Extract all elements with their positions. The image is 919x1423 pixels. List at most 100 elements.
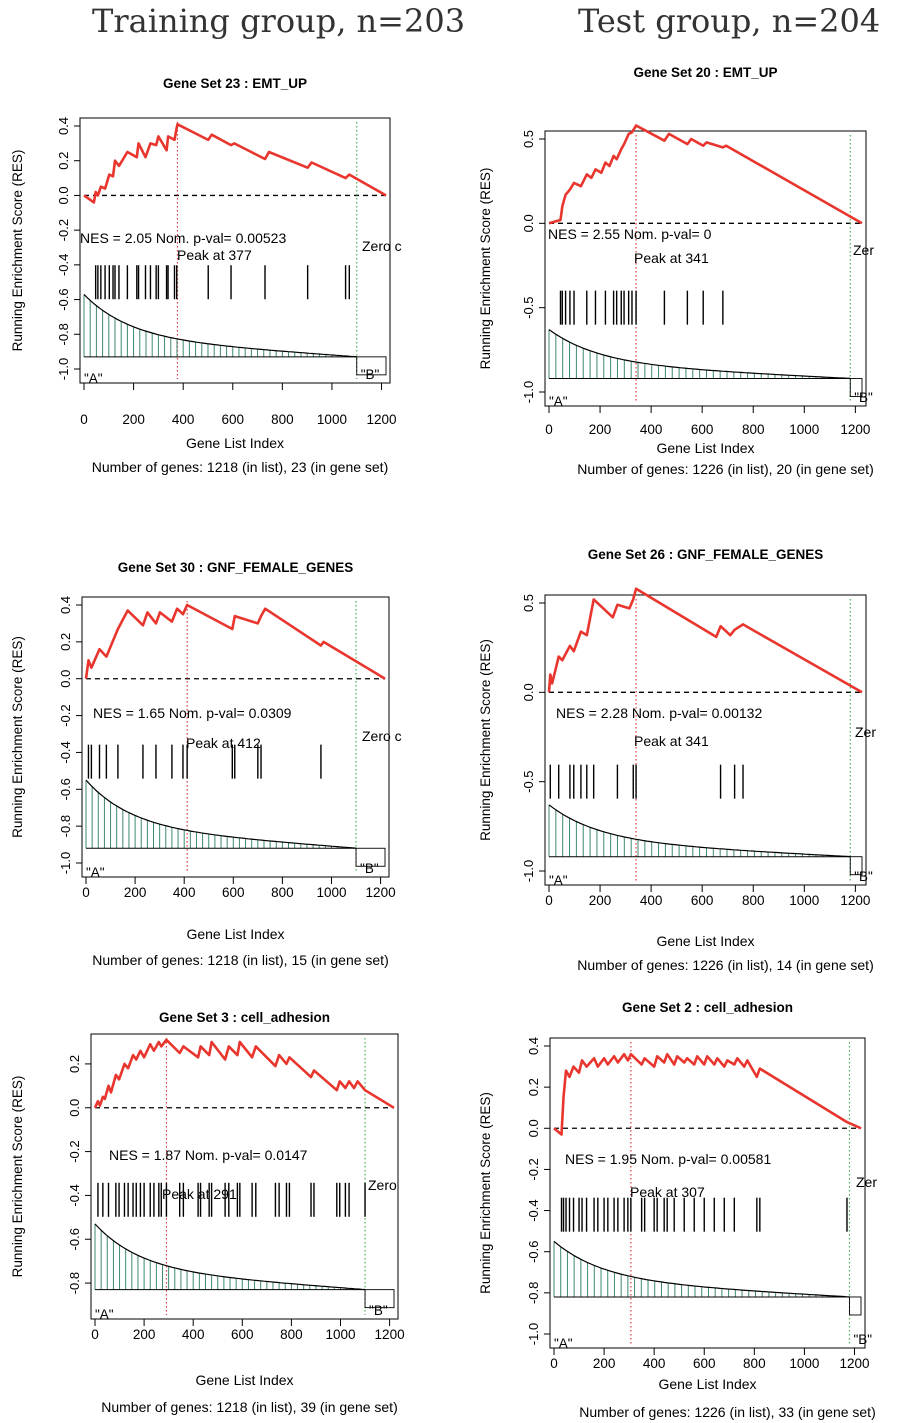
y-axis-label: Running Enrichment Score (RES) — [10, 1076, 25, 1278]
x-tick-label: 200 — [133, 1327, 156, 1342]
x-tick-label: 1000 — [325, 1327, 355, 1342]
label-b: "B" — [854, 869, 873, 884]
gsea-panel-1: Gene Set 23 : EMT_UP -1.0 -0.8 -0.6 -0.4 -0.2… — [0, 68, 425, 488]
y-tick-label: -1.0 — [526, 1323, 541, 1345]
gene-count-footer: Number of genes: 1218 (in list), 15 (in … — [92, 952, 389, 968]
y-tick-label: -0.2 — [526, 1158, 541, 1180]
label-b: "B" — [360, 861, 379, 876]
zero-crossing-label: Zero c — [362, 728, 402, 744]
y-tick-label: -1.0 — [521, 381, 536, 403]
gsea-plot-svg: Gene Set 20 : EMT_UP -1.0 -0.5 0.0 0.5 Runnin… — [478, 65, 874, 477]
zero-crossing-label: Zero c — [362, 238, 402, 254]
ranked-metric-curve — [85, 779, 357, 849]
gsea-panel-2: Gene Set 20 : EMT_UP -1.0 -0.5 0.0 0.5 Runnin… — [468, 60, 919, 480]
plot-title: Gene Set 2 : cell_adhesion — [622, 1000, 793, 1015]
metric-negative-tail — [356, 356, 387, 376]
running-es-curve — [93, 1038, 395, 1109]
label-b: "B" — [361, 367, 380, 382]
x-tick-label: 200 — [589, 422, 612, 437]
y-tick-label: 0.5 — [521, 594, 536, 612]
zero-crossing-label: Zer — [855, 724, 876, 740]
label-a: "A" — [84, 371, 103, 386]
label-b: "B" — [369, 1303, 388, 1318]
label-b: "B" — [853, 1332, 872, 1347]
x-tick-label: 1200 — [366, 885, 396, 900]
zero-crossing-label: Zer — [856, 1174, 877, 1190]
x-axis-label: Gene List Index — [186, 926, 284, 942]
running-es-curve — [83, 123, 387, 204]
zero-crossing-label: Zer — [853, 242, 874, 258]
gsea-plot-svg: Gene Set 2 : cell_adhesion -1.0 -0.8 -0.6 -0… — [478, 1000, 877, 1420]
nes-annotation: NES = 1.95 Nom. p-val= 0.00581 — [565, 1151, 771, 1167]
y-tick-label: 0.2 — [56, 152, 71, 170]
x-tick-label: 200 — [122, 412, 145, 427]
y-tick-label: -0.4 — [58, 741, 73, 763]
x-tick-label: 400 — [172, 412, 195, 427]
x-tick-label: 1000 — [317, 412, 347, 427]
x-tick-label: 400 — [640, 893, 663, 908]
y-tick-label: -0.6 — [526, 1241, 541, 1263]
nes-annotation: NES = 2.28 Nom. p-val= 0.00132 — [556, 705, 762, 721]
x-axis-label: Gene List Index — [186, 435, 284, 451]
y-tick-label: -1.0 — [56, 358, 71, 380]
nes-annotation: NES = 2.05 Nom. p-val= 0.00523 — [80, 230, 286, 246]
x-tick-label: 600 — [222, 412, 245, 427]
y-tick-label: 0.0 — [67, 1099, 82, 1117]
x-tick-label: 1000 — [789, 893, 819, 908]
y-tick-label: 0.0 — [56, 186, 71, 204]
ranked-metric-curve — [94, 1223, 366, 1291]
x-tick-label: 400 — [643, 1356, 666, 1371]
y-tick-label: -0.4 — [67, 1184, 82, 1206]
gene-count-footer: Number of genes: 1218 (in list), 39 (in … — [101, 1399, 398, 1415]
y-tick-label: 0.0 — [58, 670, 73, 688]
y-tick-label: -0.2 — [67, 1140, 82, 1162]
y-tick-label: -0.6 — [56, 288, 71, 310]
peak-label: Peak at 412 — [186, 735, 261, 751]
label-b: "B" — [854, 390, 873, 405]
x-tick-label: 0 — [545, 422, 553, 437]
x-tick-label: 1000 — [789, 422, 819, 437]
nes-annotation: NES = 2.55 Nom. p-val= 0 — [548, 226, 712, 242]
y-tick-label: 0.0 — [521, 214, 536, 232]
y-tick-label: -0.8 — [67, 1272, 82, 1294]
gsea-panel-3: Gene Set 30 : GNF_FEMALE_GENES -1.0 -0.8 -0… — [0, 555, 425, 975]
x-tick-label: 0 — [91, 1327, 99, 1342]
gsea-plot-svg: Gene Set 30 : GNF_FEMALE_GENES -1.0 -0.8 -0… — [10, 560, 402, 968]
plot-title: Gene Set 26 : GNF_FEMALE_GENES — [588, 547, 824, 562]
y-tick-label: -1.0 — [58, 852, 73, 874]
y-axis-label: Running Enrichment Score (RES) — [10, 636, 25, 838]
y-tick-label: 0.2 — [58, 633, 73, 651]
x-tick-label: 600 — [231, 1327, 254, 1342]
x-tick-label: 800 — [280, 1327, 303, 1342]
y-tick-label: 0.0 — [521, 683, 536, 701]
y-tick-label: -0.4 — [56, 254, 71, 276]
metric-negative-tail — [355, 847, 386, 867]
y-tick-label: 0.4 — [56, 117, 71, 135]
x-tick-label: 600 — [691, 893, 714, 908]
x-axis-label: Gene List Index — [656, 933, 754, 949]
x-tick-label: 1200 — [375, 1327, 405, 1342]
running-es-curve — [553, 1052, 862, 1136]
gsea-plot-svg: Gene Set 3 : cell_adhesion -0.8 -0.6 -0.4 -0… — [10, 1010, 405, 1415]
x-tick-label: 400 — [640, 422, 663, 437]
ranked-metric-curve — [83, 293, 357, 358]
zero-crossing-label: Zero — [368, 1177, 397, 1193]
plot-title: Gene Set 3 : cell_adhesion — [159, 1010, 330, 1025]
y-tick-label: -0.4 — [526, 1199, 541, 1221]
plot-title: Gene Set 23 : EMT_UP — [163, 76, 307, 91]
x-axis-label: Gene List Index — [195, 1372, 293, 1388]
y-tick-label: -0.8 — [56, 323, 71, 345]
y-axis-label: Running Enrichment Score (RES) — [478, 1092, 493, 1294]
gsea-panel-5: Gene Set 3 : cell_adhesion -0.8 -0.6 -0.4 -0… — [0, 1005, 430, 1420]
x-tick-label: 1000 — [789, 1356, 819, 1371]
x-axis-label: Gene List Index — [656, 440, 754, 456]
nes-annotation: NES = 1.65 Nom. p-val= 0.0309 — [93, 705, 292, 721]
peak-label: Peak at 291 — [162, 1186, 237, 1202]
y-tick-label: -0.2 — [58, 704, 73, 726]
training-group-title: Training group, n=203 — [92, 2, 466, 40]
x-tick-label: 1200 — [840, 893, 870, 908]
x-tick-label: 600 — [222, 885, 245, 900]
nes-annotation: NES = 1.87 Nom. p-val= 0.0147 — [109, 1147, 308, 1163]
x-tick-label: 800 — [742, 893, 765, 908]
running-es-curve — [548, 124, 863, 225]
